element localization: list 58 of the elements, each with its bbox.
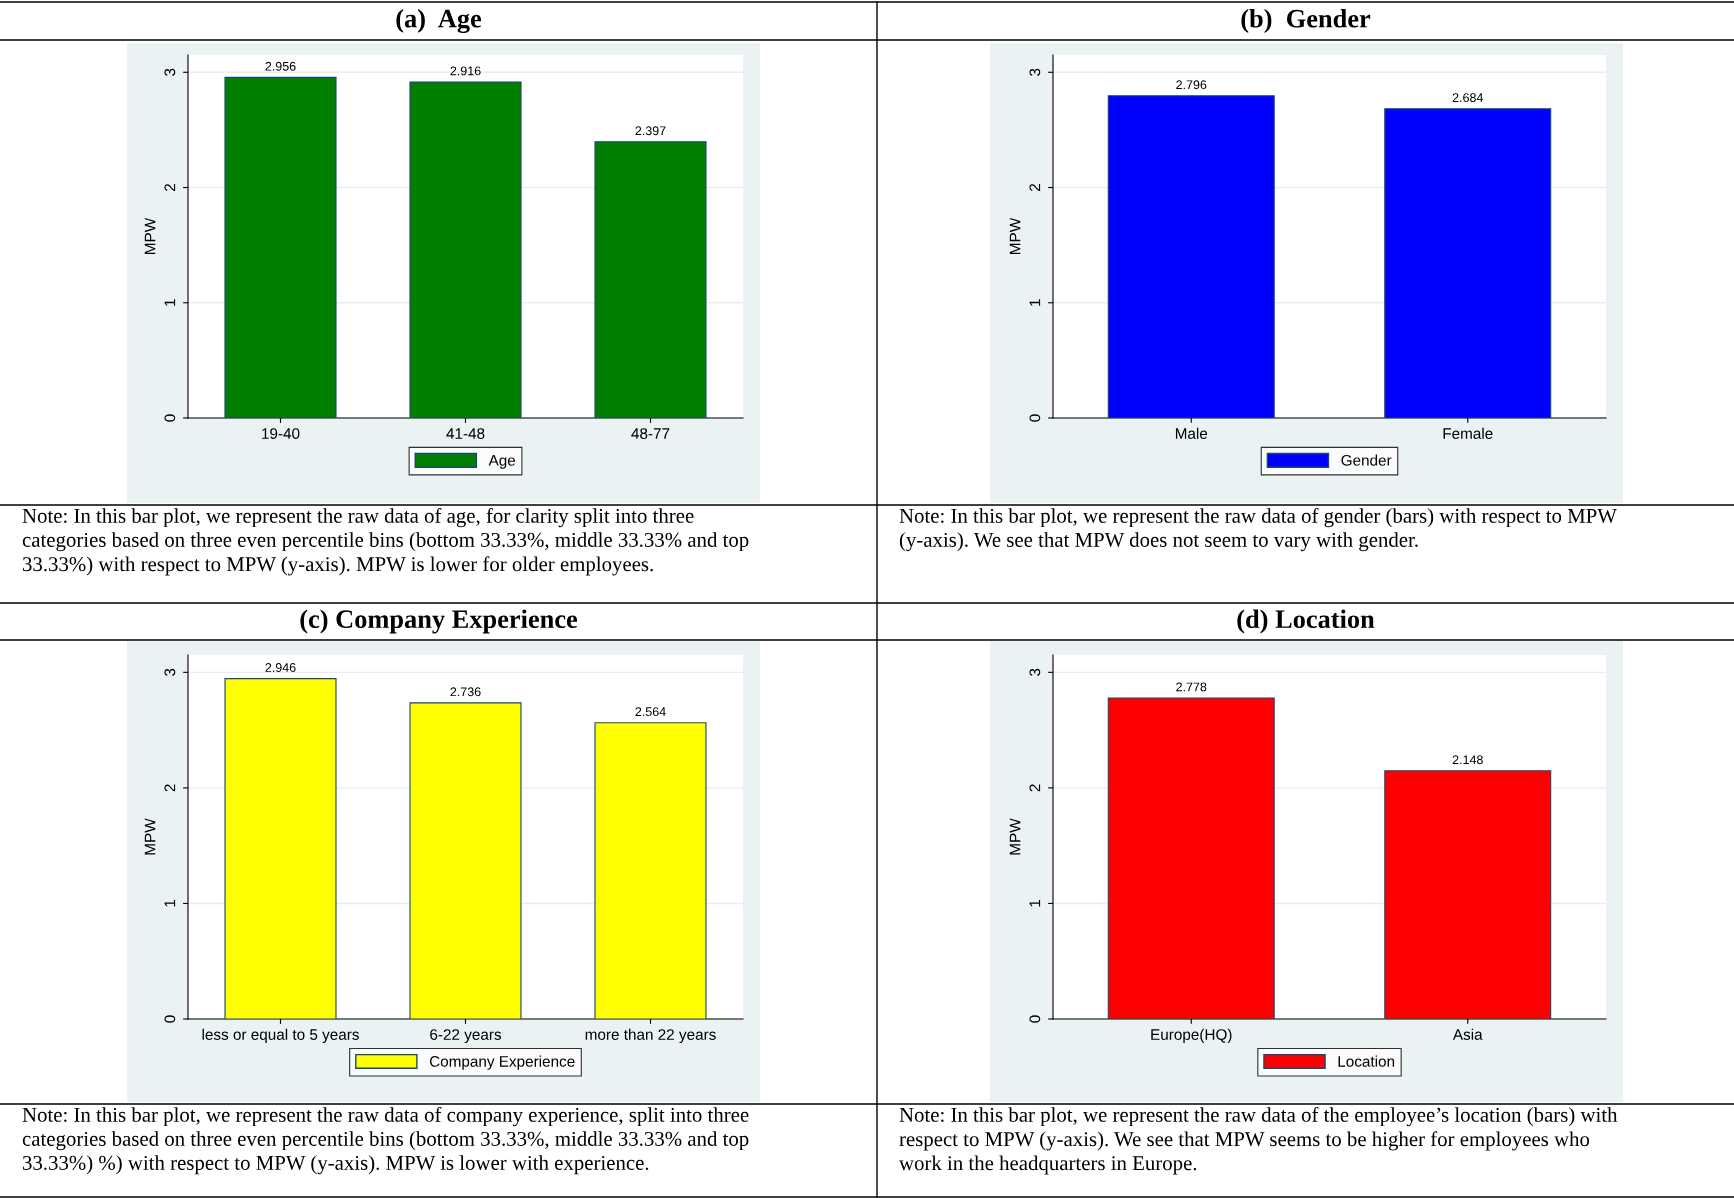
y-tick-label: 2 — [1029, 784, 1041, 792]
text: Note: In this bar plot, we represent the raw data of the employee’s location (bars) with respect to MPW (y-axis). We see that MPW seems to be higher for employees who work in the headquarters in Europe. — [899, 1107, 1618, 1175]
x-tick-label: Male — [1175, 427, 1208, 439]
data-label: 2.564 — [635, 707, 666, 717]
data-label: 2.946 — [265, 663, 296, 672]
x-tick-label: Europe(HQ) — [1151, 1028, 1232, 1043]
chart-title: (c) Company Experience — [300, 609, 578, 634]
y-axis-title: MPW — [1009, 818, 1021, 855]
text: Note: In this bar plot, we represent the raw data of age, for clarity split into three categories based on three even percentile bins (bottom 33.33%, middle 33.33% and top 33.33%) with respect to MPW (y-axis). MPW is lower for older employees. — [22, 508, 749, 576]
x-tick-label: less or equal to 5 years — [202, 1028, 359, 1043]
x-tick-label: 19-40 — [262, 428, 300, 439]
chart-title: (b) Gender — [1241, 9, 1371, 33]
legend-label: Company Experience — [429, 1055, 575, 1070]
y-tick-label: 3 — [1029, 668, 1041, 676]
chart-title: (a) Age — [396, 8, 482, 34]
x-tick-label: 41-48 — [446, 428, 485, 439]
bar — [594, 722, 707, 1019]
y-tick-label: 1 — [164, 899, 176, 907]
y-tick-label: 3 — [164, 68, 176, 76]
y-tick-label: 3 — [164, 668, 176, 676]
x-tick-label: 48-77 — [631, 428, 670, 439]
y-tick-label: 2 — [1029, 184, 1041, 191]
text: Note: In this bar plot, we represent the raw data of company experience, split into three categories based on three even percentile bins (bottom 33.33%, middle 33.33% and top 33.33%) %) with respect to MPW (y-axis). MPW is lower with experience. — [22, 1107, 749, 1175]
bar — [594, 141, 707, 418]
y-tick-label: 1 — [1029, 899, 1041, 907]
data-label: 2.736 — [450, 687, 481, 697]
data-label: 2.778 — [1176, 682, 1207, 692]
data-label: 2.956 — [265, 61, 296, 71]
y-tick-label: 0 — [1029, 1015, 1041, 1023]
data-label: 2.916 — [450, 66, 481, 76]
x-tick-label: more than 22 years — [585, 1028, 716, 1043]
y-tick-label: 2 — [164, 184, 176, 191]
y-tick-label: 1 — [164, 299, 176, 306]
data-label: 2.684 — [1452, 93, 1484, 103]
bar — [224, 678, 337, 1019]
data-label: 2.397 — [635, 126, 666, 136]
data-label: 2.148 — [1452, 755, 1483, 765]
text: Note: In this bar plot, we represent the raw data of gender (bars) with respect to MPW (y-axis). We see that MPW does not seem to vary with gender. — [899, 508, 1617, 552]
chart-title: (d) Location — [1237, 609, 1375, 634]
x-tick-label: Female — [1443, 427, 1493, 439]
x-tick-label: 6-22 years — [430, 1029, 502, 1043]
legend-label: Gender — [1341, 454, 1392, 466]
y-tick-label: 0 — [1029, 414, 1041, 422]
y-axis-title: MPW — [144, 217, 156, 254]
legend-label: Age — [488, 455, 516, 469]
y-tick-label: 2 — [164, 784, 176, 792]
y-axis-title: MPW — [144, 818, 156, 855]
y-axis-title: MPW — [1009, 217, 1021, 254]
legend-label: Location — [1338, 1055, 1395, 1067]
bar — [409, 702, 522, 1019]
bar — [409, 81, 522, 418]
y-tick-label: 3 — [1029, 68, 1041, 76]
y-tick-label: 1 — [1029, 299, 1041, 306]
y-tick-label: 0 — [164, 1015, 176, 1023]
x-tick-label: Asia — [1452, 1028, 1483, 1040]
y-tick-label: 0 — [164, 414, 176, 422]
data-label: 2.796 — [1176, 80, 1207, 90]
bar — [224, 76, 337, 418]
